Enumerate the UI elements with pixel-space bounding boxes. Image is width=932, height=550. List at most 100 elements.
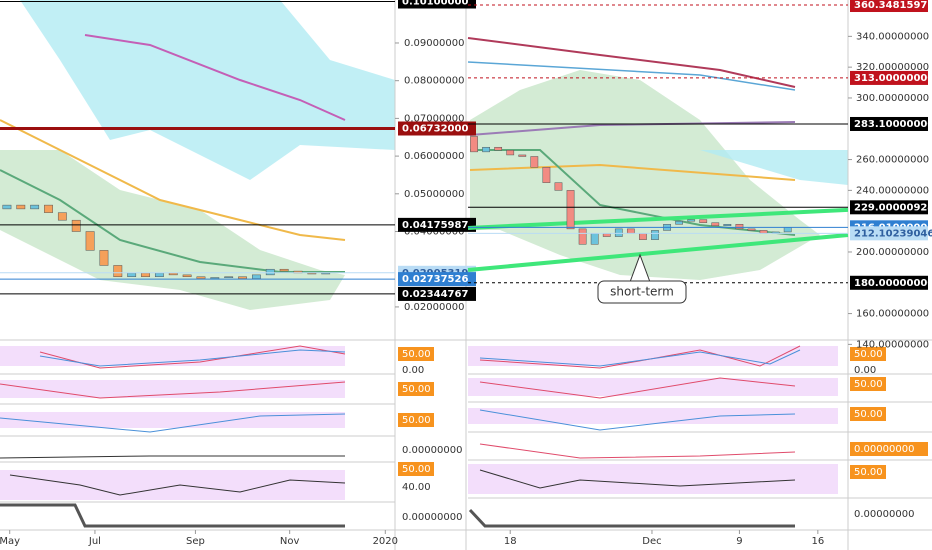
candle — [723, 224, 732, 227]
candle — [626, 228, 635, 234]
x-tick-label: May — [0, 536, 20, 547]
y-tick-label: 320.00000000 — [856, 62, 929, 73]
y-tick-label: 340.00000000 — [856, 31, 929, 42]
candle — [265, 268, 275, 276]
candle — [578, 228, 587, 245]
candle — [687, 219, 696, 222]
candle — [675, 220, 683, 225]
level-label: 229.00000924 — [854, 202, 932, 213]
candle — [590, 233, 599, 245]
level-label: 360.34815973 — [854, 0, 932, 11]
y-tick-label: 140.00000000 — [856, 339, 929, 350]
indicator-label: 50.00 — [854, 349, 883, 360]
level-box — [398, 217, 476, 232]
candle — [279, 268, 289, 272]
indicator-labels: 50.00 0.00 50.00 50.00 0.00000000 50.00 … — [398, 347, 928, 523]
candle — [224, 276, 234, 279]
indicator-label: 50.00 — [402, 384, 431, 395]
y-tick-label: 0.06000000 — [404, 151, 464, 162]
level-box — [850, 226, 928, 241]
annotation: short-term — [610, 285, 674, 299]
x-tick-label: Dec — [642, 536, 661, 547]
candle — [251, 274, 261, 279]
indicator-label: 0.00000000 — [854, 444, 914, 455]
trend-line — [467, 207, 849, 230]
indicator-label: 40.00 — [402, 482, 431, 493]
level-label: 180.00000000 — [854, 278, 932, 289]
average-line — [467, 37, 796, 88]
indicator-label: 0.00000000 — [402, 512, 462, 523]
average-line — [467, 61, 796, 91]
average-line — [469, 163, 796, 181]
candle — [210, 277, 220, 279]
level-label: 313.00000000 — [854, 73, 932, 84]
y-tick-label: 0.04000000 — [404, 227, 464, 238]
indicator-label: 0.00000000 — [854, 509, 914, 520]
level-box — [398, 0, 476, 9]
candle — [735, 224, 744, 230]
indicator-label: 0.00000000 — [402, 445, 462, 456]
level-box — [850, 116, 928, 131]
level-box — [850, 200, 928, 215]
level-label: 283.10000000 — [854, 119, 932, 130]
candle — [494, 146, 503, 151]
candle — [182, 274, 192, 278]
candle — [651, 230, 659, 240]
candle — [699, 219, 708, 223]
candle — [196, 276, 206, 279]
x-tick-label: 16 — [811, 536, 824, 547]
level-label: 0.10100000 — [402, 0, 468, 8]
candle — [154, 272, 164, 278]
candle — [85, 231, 95, 251]
candle — [2, 204, 12, 210]
candle — [639, 233, 647, 240]
y-tick-label: 0.07000000 — [404, 113, 464, 124]
average-line — [469, 121, 796, 136]
y-tick-label: 0.09000000 — [404, 38, 464, 49]
cloud — [20, 0, 395, 180]
candle — [71, 219, 81, 232]
level-box — [398, 121, 476, 136]
average-line — [84, 34, 346, 121]
indicator-label: 50.00 — [854, 379, 883, 390]
average-line — [0, 119, 346, 241]
y-tick-label: 0.02000000 — [404, 302, 464, 313]
level-box — [398, 286, 476, 301]
candle — [57, 212, 67, 221]
y-tick-label: 0.05000000 — [404, 189, 464, 200]
average-line — [470, 149, 796, 236]
x-tick-label: 2020 — [373, 536, 398, 547]
x-tick-label: 18 — [504, 536, 517, 547]
trend-line — [467, 233, 849, 272]
level-box — [850, 0, 928, 13]
candle — [482, 146, 490, 153]
x-tick-label: 9 — [736, 536, 742, 547]
y-tick-label: 200.00000000 — [856, 247, 929, 258]
candle — [566, 190, 575, 230]
level-label: 0.02737526 — [402, 274, 468, 285]
candle — [127, 272, 137, 278]
indicator-label: 50.00 — [402, 415, 431, 426]
x-tick-label: Sep — [186, 536, 205, 547]
indicator-label: 50.00 — [402, 349, 431, 360]
level-box — [850, 70, 928, 85]
y-tick-label: 240.00000000 — [856, 185, 929, 196]
indicator-label: 50.00 — [402, 464, 431, 475]
candle — [16, 204, 26, 210]
candle — [783, 227, 792, 233]
level-label: 0.02344767 — [402, 289, 468, 300]
candle — [238, 276, 247, 279]
y-tick-label: 300.00000000 — [856, 93, 929, 104]
candle — [614, 228, 623, 237]
candle — [30, 204, 40, 210]
x-tick-label: Nov — [280, 536, 300, 547]
candle — [506, 150, 515, 156]
y-tick-label: 160.00000000 — [856, 309, 929, 320]
annotation-pointer — [629, 253, 651, 283]
candle — [470, 136, 478, 153]
level-label: 212.10239046 — [854, 228, 932, 239]
candle — [99, 250, 109, 266]
annotation-box — [597, 280, 687, 304]
